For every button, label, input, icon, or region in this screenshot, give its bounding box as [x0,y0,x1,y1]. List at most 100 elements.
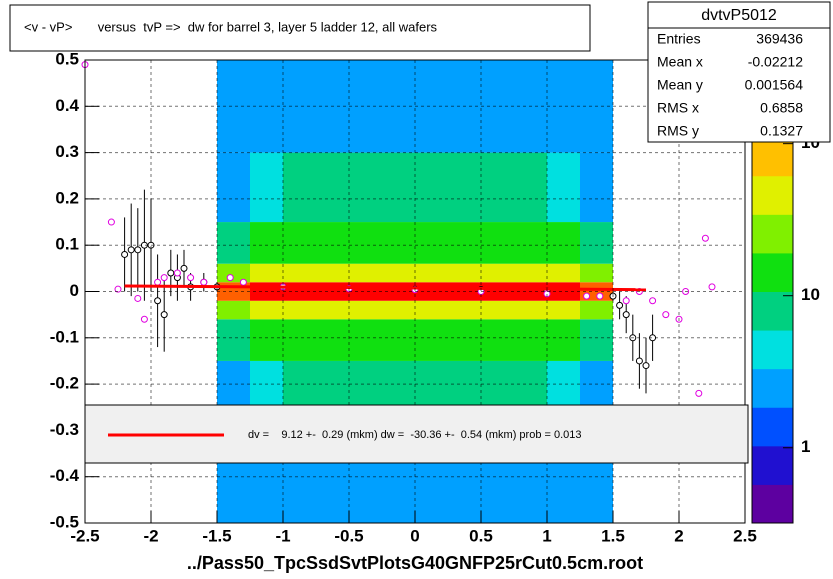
heatmap-cell [448,263,481,283]
heatmap-cell [349,263,382,283]
heatmap-cell [217,152,250,223]
data-point [226,274,234,282]
data-point [127,246,135,254]
heatmap-cell [349,319,382,361]
x-axis-label: ../Pass50_TpcSsdSvtPlotsG40GNFP25rCut0.5… [187,553,643,573]
y-tick-label: 0.3 [55,142,79,161]
stats-title: dvtvP5012 [701,7,777,24]
x-tick-label: -1.5 [202,526,231,545]
x-tick-label: -1 [275,526,290,545]
heatmap-cell [217,222,250,264]
heatmap-cell [547,319,580,361]
data-point [622,311,630,319]
heatmap-cell [349,60,382,153]
colorbar-swatch [752,407,793,447]
y-tick-label: 0.5 [55,49,79,68]
overlay [81,61,716,397]
heatmap-cell [316,222,349,264]
heatmap-cell [316,319,349,361]
data-point [200,278,208,286]
heatmap-cell [547,263,580,283]
heatmap-cell [481,319,514,361]
stats-value: 0.6858 [760,100,803,116]
colorbar-swatch [752,368,793,408]
heatmap-cell [349,152,382,223]
x-tick-label: 0 [410,526,419,545]
data-point [160,311,168,319]
data-point [701,234,709,242]
heatmap-cell [283,263,316,283]
heatmap-cell [580,319,613,361]
colorbar-swatch [752,484,793,524]
x-tick-label: 0.5 [469,526,493,545]
heatmap-cell [415,222,448,264]
colorbar-swatch [752,445,793,485]
data-point [187,274,195,282]
heatmap-cell [415,263,448,283]
data-point [134,294,142,302]
data-point [695,389,703,397]
heatmap-cell [514,152,547,223]
y-tick-label: -0.1 [50,327,79,346]
heatmap-cell [316,152,349,223]
data-point [121,250,129,258]
colorbar-swatch [752,137,793,177]
heatmap-cell [481,300,514,320]
fit-line [124,284,647,292]
data-point [583,292,591,300]
data-point [167,269,175,277]
heatmap-cell [217,263,250,283]
colorbar-swatch [752,252,793,292]
data-point [596,292,604,300]
y-tick-label: -0.5 [50,512,79,531]
data-point [662,311,670,319]
stats-box [647,1,831,143]
heatmap-cell [316,300,349,320]
stats-value: 369436 [756,31,803,47]
stats-value: 0.001564 [745,77,804,93]
stats-label: Mean y [657,77,703,93]
y-tick-label: -0.4 [50,466,80,485]
heatmap-cell [382,263,415,283]
colorbar-swatch [752,291,793,331]
heatmap-cell [514,222,547,264]
heatmap-cell [448,319,481,361]
heatmap-cell [415,152,448,223]
heatmap-cell [382,222,415,264]
data-point [160,274,168,282]
y-tick-label: -0.2 [50,374,79,393]
data-point [154,297,162,305]
heatmap-cell [217,60,250,153]
heatmap-cell [250,319,283,361]
heatmap-cell [448,300,481,320]
stats-label: Mean x [657,54,703,70]
data-point [140,315,148,323]
y-tick-label: 0.1 [55,235,79,254]
heatmap-cell [382,319,415,361]
heatmap-cell [481,282,514,301]
heatmap-cell [415,60,448,153]
heatmap-cell [481,152,514,223]
chart-title: <v - vP> versus tvP => dw for barrel 3, … [24,19,438,34]
heatmap-cell [250,300,283,320]
colorbar-swatch [752,175,793,215]
x-tick-label: 2.5 [733,526,757,545]
x-tick-label: 1.5 [601,526,625,545]
data-point [134,246,142,254]
heatmap-cell [580,222,613,264]
z-tick-label: 1 [801,437,810,456]
heatmap-cell [547,282,580,301]
data-point [649,297,657,305]
legend-text: dv = 9.12 +- 0.29 (mkm) dw = -30.36 +- 0… [248,429,582,441]
x-tick-label: -0.5 [334,526,363,545]
heatmap-cell [415,300,448,320]
y-tick-label: 0 [70,281,79,300]
data-point [173,269,181,277]
stats-value: -0.02212 [748,54,803,70]
colorbar-swatch [752,330,793,370]
heatmap-cell [283,319,316,361]
heatmap-cell [448,152,481,223]
x-tick-label: -2.5 [70,526,99,545]
data-point [622,297,630,305]
